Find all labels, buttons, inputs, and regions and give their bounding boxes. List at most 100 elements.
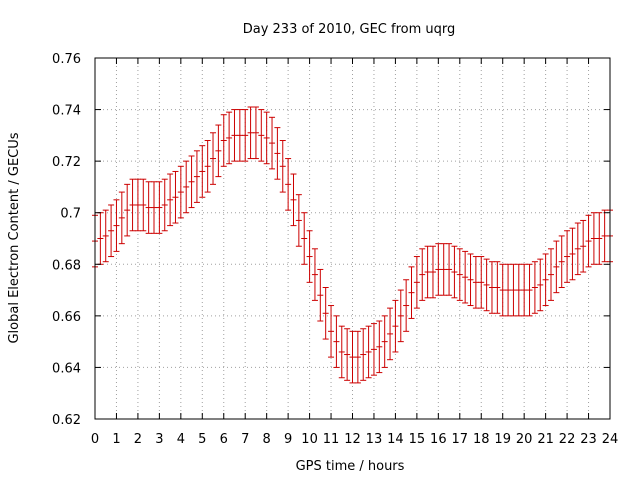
data-point [424,245,431,299]
data-point [274,127,281,180]
data-point [547,248,554,301]
data-point [124,183,131,237]
data-point [172,170,179,224]
x-tick-label: 0 [91,432,99,447]
data-point [526,263,533,317]
x-tick-label: 4 [177,432,185,447]
y-tick-label: 0.74 [52,104,81,119]
data-point [478,256,485,309]
x-tick-label: 5 [198,432,206,447]
x-tick-label: 21 [537,432,554,447]
data-point [590,212,597,265]
data-point [263,111,270,165]
data-point [408,266,415,319]
data-point [446,243,453,296]
data-point [129,178,136,232]
data-point [370,323,377,376]
data-point [429,245,436,299]
data-point [456,248,463,301]
data-point [204,140,211,193]
data-point [295,194,302,247]
x-tick-label: 2 [134,432,142,447]
x-tick-label: 8 [263,432,271,447]
data-point [134,178,141,232]
data-point [145,181,152,234]
y-tick-labels: 0.62 0.64 0.66 0.68 0.7 0.72 0.74 0.76 [52,52,81,428]
x-tick-label: 20 [516,432,533,447]
data-point [494,261,501,314]
data-point [440,243,447,296]
y-tick-label: 0.7 [60,207,81,222]
data-point [156,181,163,234]
data-point [472,256,479,309]
y-tick-label: 0.66 [52,310,81,325]
x-tick-label: 23 [580,432,597,447]
data-point [397,289,404,343]
data-point [306,230,313,283]
data-point [537,258,544,312]
x-tick-label: 17 [452,432,469,447]
data-point [188,155,195,209]
data-point [328,305,335,358]
data-point [387,307,394,361]
data-point [580,219,587,273]
x-tick-label: 18 [473,432,490,447]
data-point [499,263,506,317]
data-point [360,328,367,381]
y-axis-label: Global Electron Content / GECUs [7,132,22,343]
data-point [226,111,233,165]
data-point [553,240,560,294]
chart-title: Day 233 of 2010, GEC from uqrg [243,22,456,37]
data-point [392,299,399,353]
data-point [199,145,206,198]
x-tick-label: 24 [602,432,619,447]
data-point [311,248,318,301]
data-point [569,227,576,281]
data-point [183,160,190,214]
data-point [108,204,115,258]
data-point [231,109,238,162]
data-point [113,199,120,252]
x-tick-label: 1 [112,432,120,447]
data-point [97,212,104,265]
data-point [601,209,608,263]
y-tick-label: 0.72 [52,155,81,170]
data-point [354,330,361,384]
data-point [279,140,286,193]
data-point [242,109,249,162]
data-point [365,325,372,379]
data-point [258,109,265,162]
data-point [531,261,538,314]
data-point [521,263,528,317]
data-point [349,330,356,384]
data-point [596,212,603,265]
data-point [564,230,571,283]
data-point [542,253,549,307]
data-point [483,258,490,312]
data-point [462,250,469,304]
x-tick-label: 22 [559,432,576,447]
data-point [488,261,495,314]
x-tick-label: 3 [155,432,163,447]
data-point [215,124,222,178]
x-tick-label: 13 [366,432,383,447]
x-tick-label: 19 [494,432,511,447]
x-axis-label: GPS time / hours [296,459,405,474]
data-point [102,209,109,263]
data-point [467,253,474,307]
data-point [161,178,168,232]
data-point [515,263,522,317]
data-point [236,109,243,162]
x-tick-label: 9 [284,432,292,447]
y-tick-label: 0.68 [52,258,81,273]
y-tick-label: 0.76 [52,52,81,67]
data-point [510,263,517,317]
data-point [376,320,383,374]
data-point [451,245,458,299]
data-point [381,315,388,368]
x-tick-label: 11 [323,432,340,447]
data-point [338,325,345,379]
data-point [140,178,147,232]
data-point [269,116,276,170]
